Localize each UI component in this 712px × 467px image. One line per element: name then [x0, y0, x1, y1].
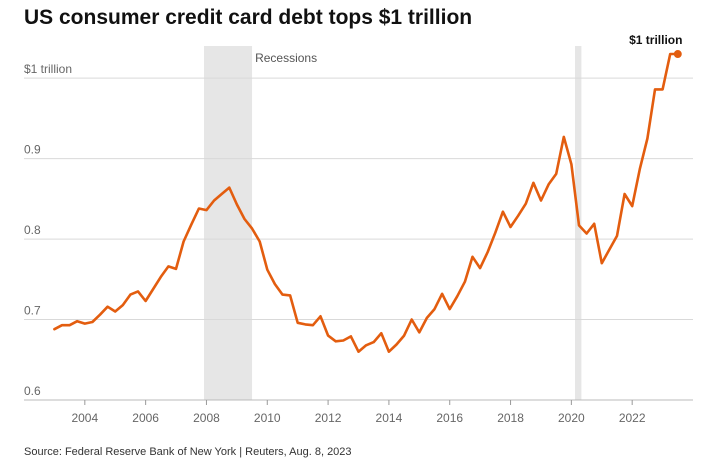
x-tick-label: 2022 — [619, 411, 646, 425]
debt-line — [53, 52, 680, 354]
x-tick-label: 2010 — [254, 411, 281, 425]
end-point — [673, 50, 682, 59]
source-note: Source: Federal Reserve Bank of New York… — [24, 446, 352, 458]
x-tick-label: 2014 — [376, 411, 403, 425]
y-tick-label: $1 trillion — [24, 62, 72, 76]
y-tick-label: 0.8 — [24, 223, 41, 237]
end-label: $1 trillion — [629, 33, 682, 47]
x-tick-label: 2016 — [436, 411, 463, 425]
y-tick-label: 0.9 — [24, 143, 41, 157]
recession-band — [204, 46, 253, 400]
y-tick-label: 0.6 — [24, 384, 41, 398]
recession-label: Recessions — [255, 51, 317, 65]
x-tick-label: 2018 — [497, 411, 524, 425]
y-tick-label: 0.7 — [24, 304, 41, 318]
x-tick-label: 2020 — [558, 411, 585, 425]
x-tick-label: 2008 — [193, 411, 220, 425]
chart-title: US consumer credit card debt tops $1 tri… — [24, 6, 473, 29]
x-tick-label: 2004 — [71, 411, 98, 425]
x-tick-label: 2012 — [315, 411, 342, 425]
x-tick-label: 2006 — [132, 411, 159, 425]
